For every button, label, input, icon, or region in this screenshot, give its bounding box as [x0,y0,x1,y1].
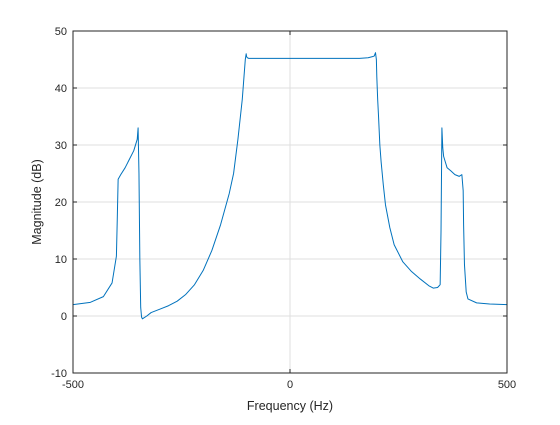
x-tick-label: 0 [287,379,293,391]
y-tick-label: 30 [55,140,67,152]
x-axis-title: Frequency (Hz) [247,399,333,413]
y-tick-label: 10 [55,254,67,266]
x-tick-label: 500 [498,379,516,391]
y-tick-labels: -10 0 10 20 30 40 50 [51,26,67,380]
y-axis-title: Magnitude (dB) [30,159,44,244]
y-tick-label: 0 [61,311,67,323]
series-line [72,52,508,320]
y-tick-label: 20 [55,197,67,209]
x-tick-labels: -500 0 500 [62,379,516,391]
y-tick-label: 50 [55,26,67,38]
x-tick-label: -500 [62,379,84,391]
tick-marks [72,30,508,374]
y-tick-label: -10 [51,368,67,380]
series-layer [72,52,508,320]
y-tick-label: 40 [55,83,67,95]
